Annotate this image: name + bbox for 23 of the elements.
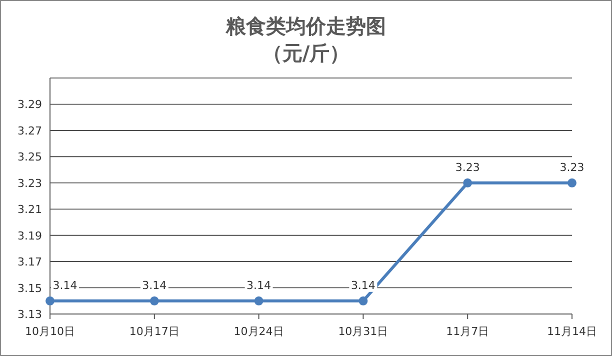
x-tick-label: 10月10日: [25, 325, 75, 338]
y-tick-label: 3.29: [18, 98, 42, 112]
y-tick-label: 3.23: [18, 176, 42, 190]
x-tick-label: 10月17日: [129, 325, 180, 338]
y-tick-label: 3.13: [18, 308, 42, 321]
data-label: 3.23: [560, 160, 584, 174]
y-tick-label: 3.15: [18, 282, 42, 295]
x-tick-label: 11月7日: [446, 325, 490, 338]
data-label: 3.14: [246, 278, 272, 292]
y-tick-label: 3.27: [18, 124, 42, 138]
data-label: 3.14: [350, 278, 376, 292]
data-label: 3.14: [142, 278, 167, 292]
x-tick-label: 10月31日: [338, 325, 388, 338]
x-tick-label: 10月24日: [234, 325, 284, 338]
data-label: 3.14: [52, 278, 78, 292]
chart-subtitle: （元/斤）: [262, 41, 350, 65]
y-tick-label: 3.19: [18, 229, 42, 242]
x-tick-label: 11月14日: [547, 325, 597, 338]
y-tick-label: 3.17: [18, 256, 42, 269]
y-tick-label: 3.25: [18, 150, 42, 164]
y-tick-label: 3.21: [18, 203, 42, 216]
chart-title: 粮食类均价走势图: [225, 14, 386, 38]
data-label: 3.23: [455, 160, 480, 174]
